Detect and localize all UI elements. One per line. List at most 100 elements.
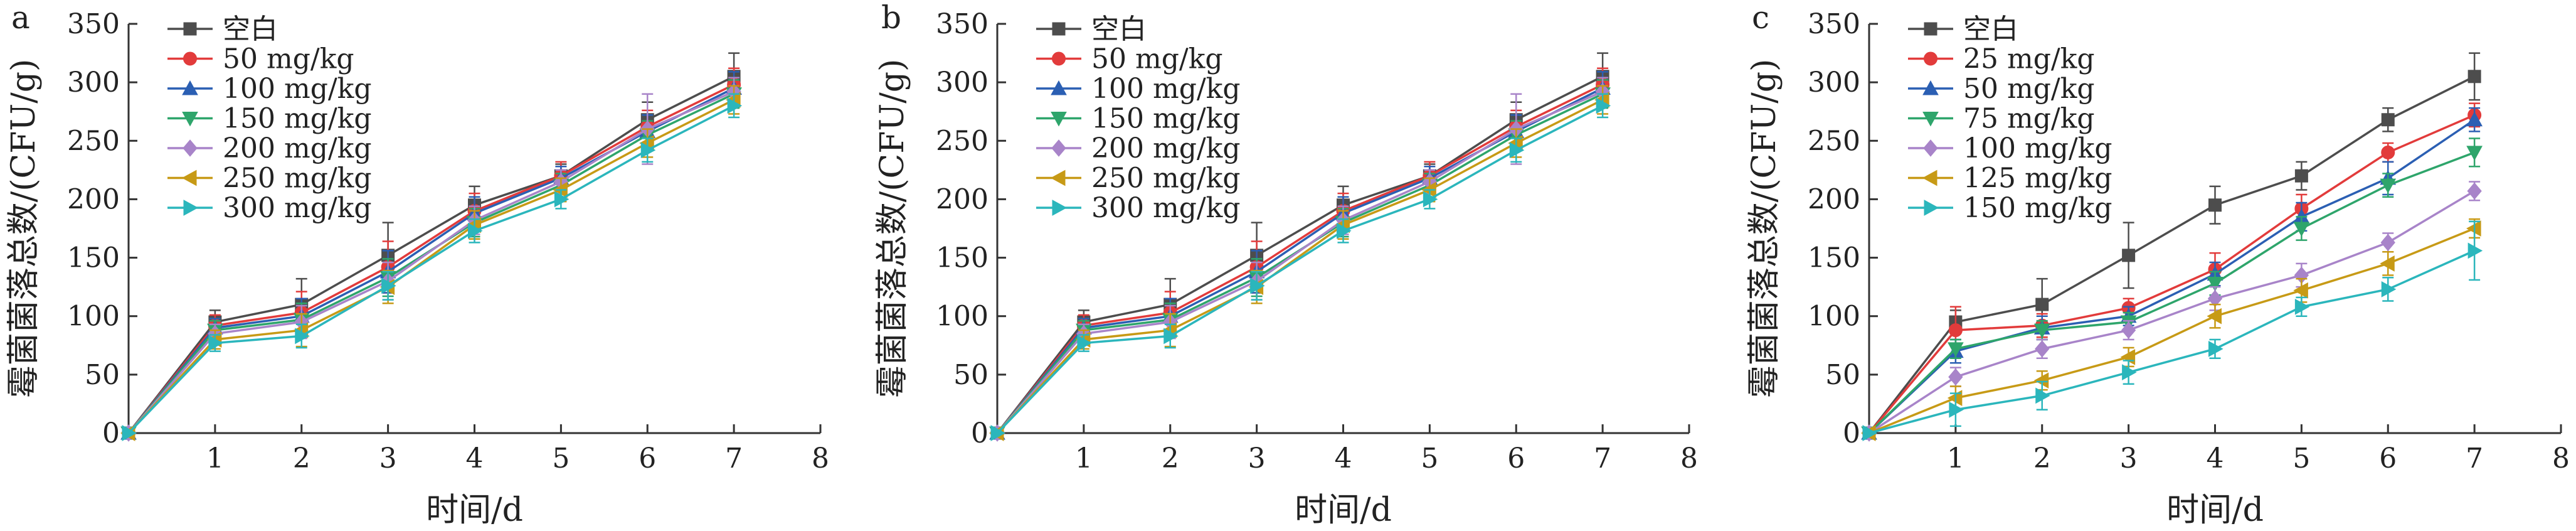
data-point	[2207, 277, 2224, 292]
y-tick-label: 100	[936, 301, 989, 333]
legend-marker	[1052, 200, 1068, 216]
x-tick-label: 3	[1248, 442, 1266, 475]
data-point	[2294, 169, 2308, 183]
series-0	[1862, 52, 2481, 440]
y-tick-label: 50	[1825, 359, 1860, 391]
legend-label: 25 mg/kg	[1963, 43, 2095, 75]
data-point	[2208, 341, 2224, 357]
data-point	[208, 335, 223, 351]
y-tick-label: 300	[1808, 67, 1860, 99]
data-point	[468, 222, 483, 239]
data-point	[2467, 70, 2481, 83]
legend-marker	[1051, 112, 1067, 127]
y-axis-label: 霉菌菌落总数/(CFU/g)	[874, 59, 911, 399]
data-point	[1423, 191, 1438, 208]
y-axis-label: 霉菌菌落总数/(CFU/g)	[1746, 59, 1783, 399]
data-point	[2208, 198, 2222, 212]
chart-panel-a: a 0 50 100 150 200 250 300 350 1 2 3 4 5 6 7 8 时间/d 霉菌菌落总数…	[5, 0, 829, 529]
legend-marker	[1924, 22, 1937, 36]
data-point	[1948, 368, 1963, 386]
chart-panel-c: c 0 50 100 150 200 250 300 350 1 2 3 4 5 6 7 8 时间/d 霉菌菌落总数…	[1746, 0, 2570, 529]
legend-marker	[183, 200, 199, 216]
legend-label: 300 mg/kg	[223, 192, 372, 224]
panel-label: a	[11, 0, 30, 36]
data-point	[2121, 321, 2136, 339]
data-point	[554, 191, 570, 208]
x-tick-label: 2	[1162, 442, 1179, 475]
legend-label: 空白	[1091, 13, 1147, 45]
data-point	[1509, 142, 1525, 159]
data-point	[2035, 298, 2049, 311]
y-tick-label: 150	[1808, 242, 1860, 274]
series-line	[996, 87, 1603, 434]
legend-marker	[183, 22, 197, 36]
data-point	[2380, 255, 2395, 272]
legend-marker	[1924, 51, 1937, 66]
legend-label: 300 mg/kg	[1091, 192, 1241, 224]
data-point	[2122, 364, 2137, 380]
data-point	[1948, 323, 1963, 338]
y-tick-label: 350	[67, 8, 120, 40]
y-tick-label: 0	[102, 417, 120, 449]
x-tick-label: 7	[1594, 442, 1611, 475]
y-tick-label: 300	[67, 67, 120, 99]
x-tick-label: 2	[293, 442, 310, 475]
series-line	[1868, 249, 2475, 434]
data-point	[2381, 281, 2397, 298]
series-line	[1868, 227, 2475, 434]
y-tick-label: 150	[67, 242, 120, 274]
x-tick-label: 8	[1680, 442, 1698, 475]
series-line	[996, 104, 1603, 434]
data-point	[1077, 335, 1092, 351]
data-point	[2122, 249, 2136, 262]
legend-label: 50 mg/kg	[223, 43, 354, 75]
legend-marker	[1051, 80, 1067, 95]
x-tick-label: 1	[206, 442, 224, 475]
y-axis-label: 霉菌菌落总数/(CFU/g)	[5, 59, 43, 399]
legend-marker	[182, 80, 198, 95]
legend-label: 空白	[223, 13, 278, 45]
data-point	[2466, 146, 2483, 161]
series-line	[996, 90, 1603, 434]
data-point	[2380, 178, 2397, 194]
legend-label: 100 mg/kg	[1963, 132, 2112, 164]
y-tick-label: 50	[85, 359, 120, 391]
legend-label: 100 mg/kg	[1091, 73, 1241, 105]
series-line	[1868, 114, 2475, 434]
legend-marker	[1924, 200, 1939, 216]
x-axis-label: 时间/d	[1295, 491, 1392, 529]
x-axis-label: 时间/d	[2166, 491, 2264, 529]
series-line	[127, 90, 734, 434]
y-tick-label: 350	[1808, 8, 1860, 40]
data-point	[2293, 222, 2310, 237]
legend-label: 125 mg/kg	[1963, 163, 2112, 195]
y-tick-label: 50	[953, 359, 989, 391]
x-tick-label: 5	[1421, 442, 1438, 475]
series-line	[127, 99, 734, 434]
series-line	[996, 83, 1603, 434]
x-tick-label: 6	[2379, 442, 2397, 475]
legend-marker	[183, 139, 198, 157]
chart-panel-b: b 0 50 100 150 200 250 300 350 1 2 3 4 5 6 7 8 时间/d 霉菌菌落总数…	[874, 0, 1698, 529]
x-tick-label: 3	[379, 442, 397, 475]
legend-label: 50 mg/kg	[1091, 43, 1223, 75]
x-tick-label: 6	[639, 442, 656, 475]
x-tick-label: 4	[466, 442, 484, 475]
legend-marker	[1922, 80, 1939, 95]
x-tick-label: 8	[2552, 442, 2570, 475]
x-tick-label: 3	[2120, 442, 2138, 475]
x-tick-label: 1	[1947, 442, 1964, 475]
y-tick-label: 300	[936, 67, 989, 99]
y-tick-label: 200	[67, 183, 120, 215]
data-point	[2381, 145, 2395, 159]
y-tick-label: 350	[936, 8, 989, 40]
legend-label: 100 mg/kg	[223, 73, 372, 105]
legend-label: 75 mg/kg	[1963, 103, 2095, 135]
y-tick-label: 250	[936, 125, 989, 157]
y-tick-label: 150	[936, 242, 989, 274]
legend-label: 250 mg/kg	[1091, 163, 1241, 195]
y-tick-label: 250	[1808, 125, 1860, 157]
